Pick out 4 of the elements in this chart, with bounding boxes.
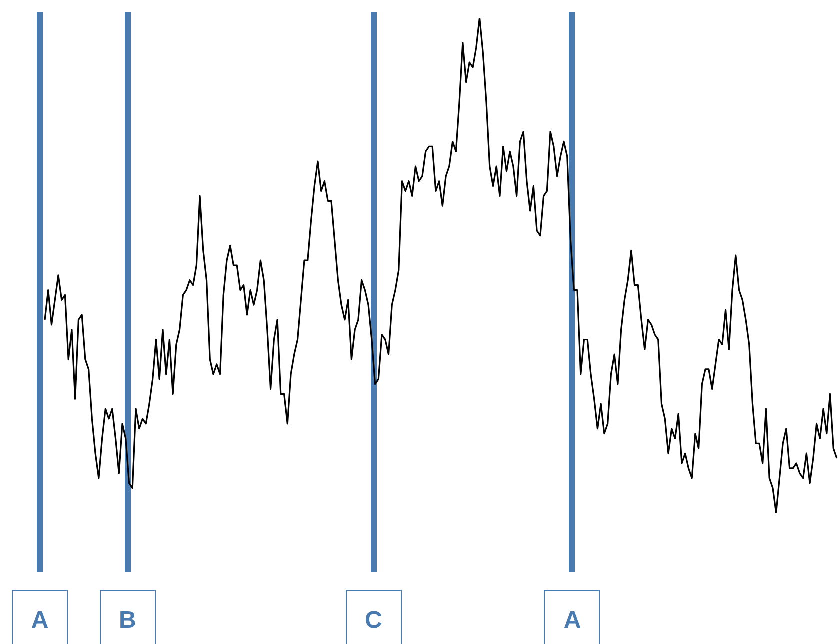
text: A	[564, 607, 582, 634]
text: B	[118, 607, 136, 634]
text: A	[31, 607, 49, 634]
text: C	[364, 607, 382, 634]
